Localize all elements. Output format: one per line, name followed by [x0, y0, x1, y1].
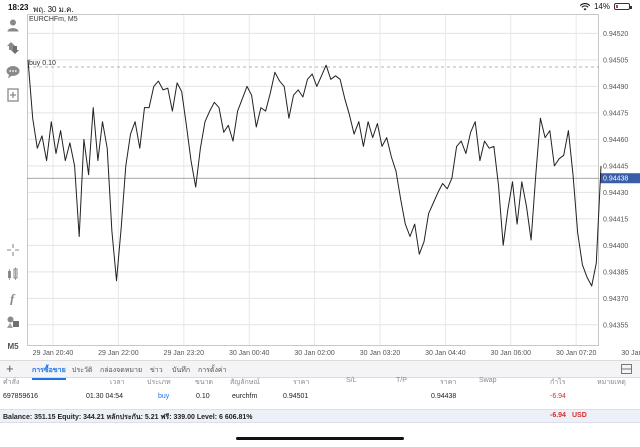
y-tick-label: 0.94385: [603, 269, 628, 276]
positions-header: คำสั่ง เวลา ประเภท ขนาด สัญลักษณ์ ราคา S…: [0, 377, 640, 389]
cell-profit: -6.94: [550, 393, 566, 400]
current-price-label: 0.94438: [603, 176, 628, 183]
x-tick-label: 29 Jan 23:20: [164, 350, 205, 357]
status-bar: 18:23 พฤ. 30 ม.ค. 14%: [0, 0, 640, 14]
bottom-tabs-bar: + การซื้อขาย ประวัติ กล่องจดหมาย ข่าว บั…: [0, 360, 640, 380]
balance-profit: -6.94: [550, 412, 566, 419]
chart-frame: [27, 14, 599, 346]
new-order-icon[interactable]: [5, 87, 21, 103]
chart-canvas: 0.94520 0.94505 0.94490 0.94475 0.94460 0.944…: [27, 14, 640, 357]
objects-icon[interactable]: [5, 266, 21, 282]
col-symbol: สัญลักษณ์: [230, 379, 260, 386]
col-swap: Swap: [479, 377, 497, 384]
x-tick-label: 30 Jan 02:00: [294, 350, 335, 357]
tab-trade[interactable]: การซื้อขาย: [32, 367, 66, 380]
col-comment: หมายเหตุ: [597, 379, 626, 386]
x-tick-label: 29 Jan 20:40: [33, 350, 74, 357]
y-tick-label: 0.94400: [603, 243, 628, 250]
y-tick-label: 0.94355: [603, 322, 628, 329]
svg-text:f: f: [10, 291, 16, 305]
balance-summary: Balance: 351.15 Equity: 344.21 หลักประกั…: [3, 414, 253, 421]
y-tick-label: 0.94445: [603, 163, 628, 170]
y-tick-label: 0.94430: [603, 190, 628, 197]
timeframe-button[interactable]: M5: [7, 341, 19, 351]
balance-bar: Balance: 351.15 Equity: 344.21 หลักประกั…: [0, 409, 640, 423]
x-tick-label: 30 Jan 06:00: [491, 350, 532, 357]
add-icon[interactable]: +: [6, 361, 14, 376]
x-tick-label: 30 Jan 04:40: [425, 350, 466, 357]
crosshair-icon[interactable]: [5, 242, 21, 258]
cell-order: 697859616: [3, 393, 39, 400]
x-tick-label: 30 Jan 00:40: [229, 350, 270, 357]
tab-settings[interactable]: การตั้งค่า: [198, 367, 227, 374]
col-type: ประเภท: [147, 379, 171, 386]
col-time: เวลา: [110, 379, 125, 386]
y-tick-label: 0.94490: [603, 84, 628, 91]
x-tick-label: 30 Jan 07:20: [556, 350, 597, 357]
price-series-line: [27, 59, 602, 287]
col-tp: T/P: [396, 377, 407, 384]
cell-open-price: 0.94501: [283, 393, 309, 400]
x-tick-label: 30 Jan 08:40: [621, 350, 640, 357]
battery-percent: 14%: [593, 2, 610, 11]
trade-icon[interactable]: [5, 40, 21, 56]
split-view-icon[interactable]: [621, 364, 632, 374]
col-current-price: ราคา: [440, 379, 457, 386]
status-time: 18:23: [8, 3, 29, 12]
y-tick-label: 0.94460: [603, 137, 628, 144]
indicators-icon[interactable]: f: [5, 290, 21, 306]
battery-icon: [614, 3, 632, 10]
y-tick-label: 0.94370: [603, 296, 628, 303]
home-indicator: [236, 437, 404, 440]
cell-type: buy: [158, 393, 170, 400]
y-tick-label: 0.94415: [603, 216, 628, 223]
x-tick-label: 29 Jan 22:00: [98, 350, 139, 357]
chart-symbol-label: EURCHFm, M5: [29, 16, 78, 23]
x-tick-label: 30 Jan 03:20: [360, 350, 401, 357]
chat-icon[interactable]: [5, 64, 21, 80]
col-order: คำสั่ง: [3, 379, 20, 386]
col-profit: กำไร: [550, 379, 566, 386]
tab-mailbox[interactable]: กล่องจดหมาย: [100, 367, 143, 374]
account-icon[interactable]: [5, 17, 21, 33]
balance-currency: USD: [572, 412, 587, 419]
current-price-tag: [600, 173, 640, 184]
y-tick-label: 0.94475: [603, 110, 628, 117]
y-tick-label: 0.94505: [603, 57, 628, 64]
tab-history[interactable]: ประวัติ: [72, 367, 93, 374]
wifi-icon: [579, 2, 590, 10]
tab-news[interactable]: ข่าว: [150, 367, 163, 374]
position-row[interactable]: 697859616 01.30 04:54 buy 0.10 eurchfm 0…: [0, 393, 640, 406]
cell-time: 01.30 04:54: [86, 393, 123, 400]
y-tick-label: 0.94520: [603, 31, 628, 38]
left-toolbar: f M5: [0, 14, 26, 352]
order-line-label: buy 0.10: [29, 60, 56, 67]
cell-current-price: 0.94438: [431, 393, 457, 400]
cell-symbol: eurchfm: [232, 393, 258, 400]
col-volume: ขนาด: [195, 379, 214, 386]
col-sl: S/L: [346, 377, 357, 384]
shapes-icon[interactable]: [5, 314, 21, 330]
price-chart[interactable]: 0.94520 0.94505 0.94490 0.94475 0.94460 0.944…: [27, 14, 640, 360]
tab-journal[interactable]: บันทึก: [172, 367, 191, 374]
col-price: ราคา: [293, 379, 310, 386]
cell-volume: 0.10: [196, 393, 210, 400]
status-date: พฤ. 30 ม.ค.: [33, 5, 74, 14]
